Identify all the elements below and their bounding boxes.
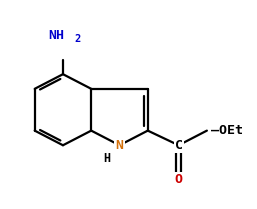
Text: NH: NH (49, 29, 65, 42)
Text: N: N (115, 139, 124, 152)
Text: H: H (103, 152, 110, 165)
Text: C: C (175, 139, 183, 152)
Text: 2: 2 (74, 34, 80, 44)
Text: —OEt: —OEt (211, 124, 243, 137)
Text: O: O (175, 173, 183, 186)
